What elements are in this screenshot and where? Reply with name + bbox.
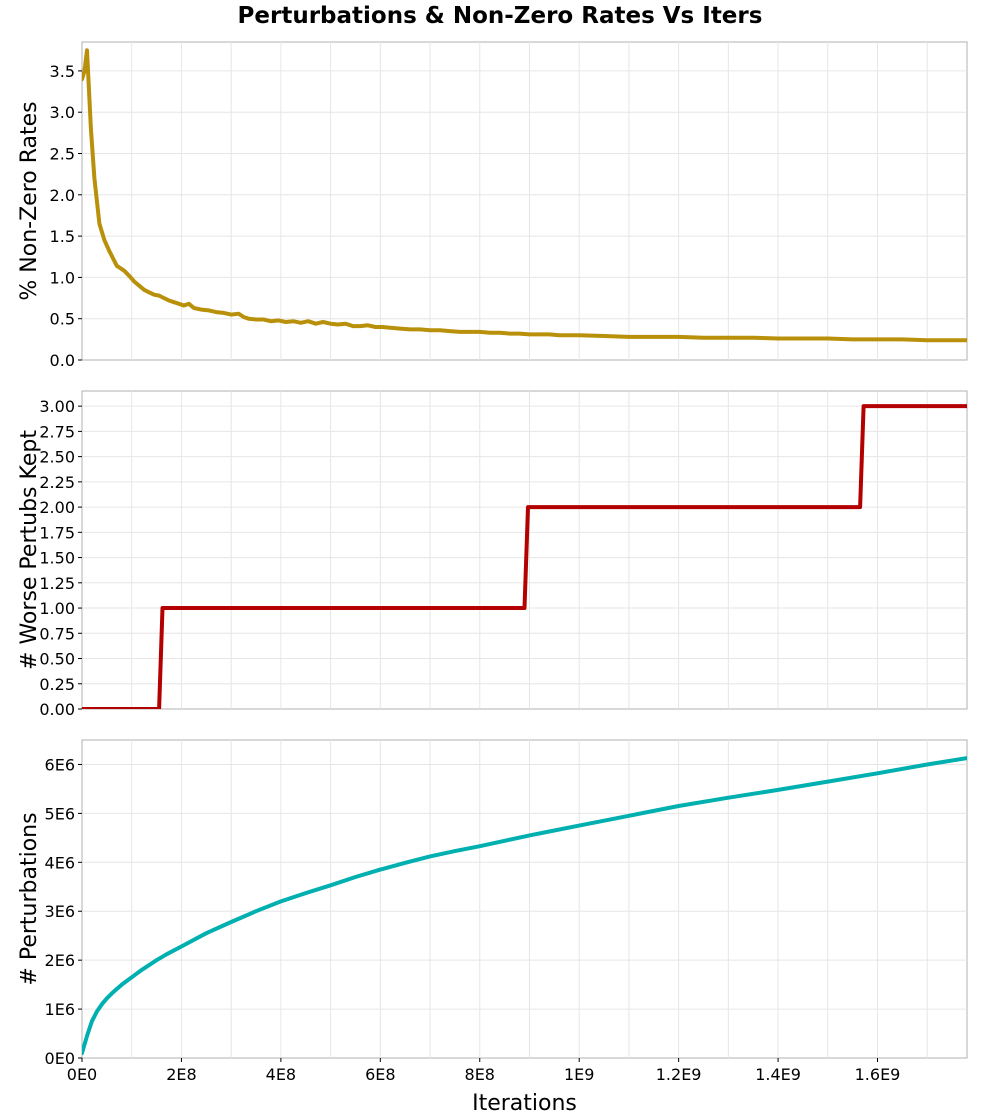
panel-2: 0.00 0.25 0.50 0.75 1.00 1.25 1.50 1.75 2.00 2.25… xyxy=(17,390,968,719)
series-line-2 xyxy=(82,404,967,709)
plot-area xyxy=(81,390,968,710)
y-tick-label: 4E6 xyxy=(45,853,75,872)
y-axis-label: % Non-Zero Rates xyxy=(17,101,42,300)
x-tick-label: 8E8 xyxy=(465,1065,495,1084)
y-tick-label: 3E6 xyxy=(45,902,75,921)
y-tick-label: 0E0 xyxy=(45,1049,75,1068)
y-tick-label: 1.75 xyxy=(39,523,75,542)
x-tick-label: 0E0 xyxy=(67,1065,97,1084)
plot-area xyxy=(81,739,968,1059)
x-tick-label: 4E8 xyxy=(266,1065,296,1084)
x-tick-label: 1.4E9 xyxy=(755,1065,801,1084)
y-tick-label: 3.0 xyxy=(50,103,75,122)
y-tick-label: 1.50 xyxy=(39,549,75,568)
y-tick-label: 1E6 xyxy=(45,1000,75,1019)
y-tick-label: 2.0 xyxy=(50,186,75,205)
y-tick-label: 2.00 xyxy=(39,498,75,517)
panel-3: 0E0 1E6 2E6 3E6 4E6 5E6 6E6 0E0 2E8 4E8 6E8 8E8 1E9 1… xyxy=(17,739,968,1116)
y-tick-label: 2E6 xyxy=(45,951,75,970)
y-tick-label: 1.5 xyxy=(50,227,75,246)
panel-1: 0.0 0.5 1.0 1.5 2.0 2.5 3.0 3.5 % Non-Zero Rates xyxy=(17,41,968,370)
y-tick-label: 2.5 xyxy=(50,145,75,164)
y-tick-label: 0.75 xyxy=(39,624,75,643)
chart-title: Perturbations & Non-Zero Rates Vs Iters xyxy=(238,3,763,29)
y-tick-label: 1.25 xyxy=(39,574,75,593)
y-tick-label: 3.00 xyxy=(39,397,75,416)
x-axis-label: Iterations xyxy=(472,1091,577,1116)
chart-panels: 0.0 0.5 1.0 1.5 2.0 2.5 3.0 3.5 % Non-Zero Rates… xyxy=(17,41,968,1116)
y-tick-label: 0.5 xyxy=(50,310,75,329)
series-line-1 xyxy=(82,48,967,343)
y-tick-label: 2.50 xyxy=(39,448,75,467)
x-tick-label: 1.2E9 xyxy=(656,1065,702,1084)
y-tick-label: 0.50 xyxy=(39,650,75,669)
x-tick-label: 1.6E9 xyxy=(855,1065,901,1084)
y-axis-label: # Perturbations xyxy=(17,812,42,985)
y-tick-label: 3.5 xyxy=(50,62,75,81)
y-tick-label: 0.25 xyxy=(39,675,75,694)
series-line-3 xyxy=(82,756,967,1056)
y-tick-label: 0.0 xyxy=(50,351,75,370)
y-tick-label: 2.75 xyxy=(39,422,75,441)
y-tick-label: 0.00 xyxy=(39,700,75,719)
x-tick-label: 2E8 xyxy=(166,1065,196,1084)
x-tick-label: 6E8 xyxy=(365,1065,395,1084)
x-tick-label: 1E9 xyxy=(564,1065,594,1084)
plot-area xyxy=(81,41,968,361)
y-tick-label: 5E6 xyxy=(45,804,75,823)
y-tick-label: 2.25 xyxy=(39,473,75,492)
y-tick-label: 1.00 xyxy=(39,599,75,618)
y-axis-label: # Worse Pertubs Kept xyxy=(17,430,42,670)
y-tick-label: 1.0 xyxy=(50,268,75,287)
y-tick-label: 6E6 xyxy=(45,755,75,774)
